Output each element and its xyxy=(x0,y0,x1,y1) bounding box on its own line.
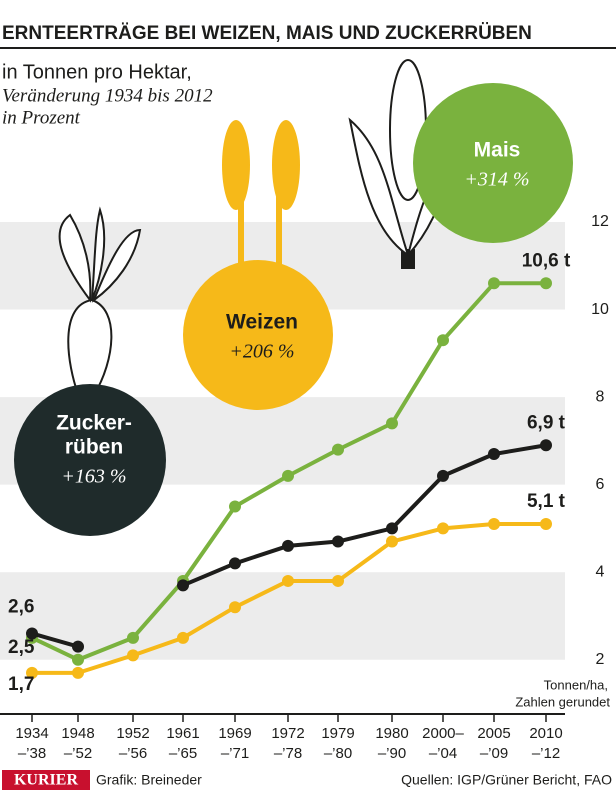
legend-label: Weizen xyxy=(226,311,298,334)
x-tick-label: –’56 xyxy=(119,745,147,762)
data-point xyxy=(437,469,449,482)
legend-label: rüben xyxy=(65,436,123,459)
data-point xyxy=(177,631,189,644)
x-tick-label: 1979 xyxy=(321,725,354,742)
chart-title: ERNTEERTRÄGE BEI WEIZEN, MAIS UND ZUCKER… xyxy=(2,23,532,44)
y-tick-label: 8 xyxy=(596,388,605,405)
series-line xyxy=(31,443,547,649)
x-tick-label: –’38 xyxy=(18,745,46,762)
x-tick-label: 1948 xyxy=(61,725,94,742)
value-label: 6,9 t xyxy=(527,412,566,433)
legend-label: Mais xyxy=(474,139,521,162)
y-tick-label: 12 xyxy=(591,213,609,230)
x-tick-label: –’12 xyxy=(532,745,560,762)
data-point xyxy=(437,334,449,347)
data-point xyxy=(540,518,552,531)
data-point xyxy=(229,500,241,513)
data-point xyxy=(72,666,84,679)
wheat-illustration xyxy=(222,120,300,270)
change-label: +163 % xyxy=(61,466,126,488)
data-point xyxy=(229,601,241,614)
x-tick-label: 1969 xyxy=(218,725,251,742)
data-point xyxy=(332,535,344,548)
value-label: 2,5 xyxy=(8,637,35,658)
change-label: +206 % xyxy=(229,341,294,363)
data-point xyxy=(488,518,500,531)
data-point xyxy=(386,417,398,430)
data-point xyxy=(282,539,294,552)
x-tick-label: 2010 xyxy=(529,725,562,742)
x-tick-label: –’52 xyxy=(64,745,92,762)
x-tick-label: –’80 xyxy=(324,745,352,762)
x-tick-label: –’71 xyxy=(221,745,249,762)
data-point xyxy=(177,579,189,592)
x-tick-label: 1961 xyxy=(166,725,199,742)
series-badge xyxy=(14,384,166,536)
data-point xyxy=(72,640,84,653)
publisher: KURIER xyxy=(14,772,78,789)
x-tick-label: –’09 xyxy=(480,745,508,762)
value-label: 2,6 xyxy=(8,596,34,617)
data-point xyxy=(488,277,500,290)
plot: Mais +314 % Weizen +206 % Zucker-rüben +163 % xyxy=(14,83,573,679)
source: Quellen: IGP/Grüner Bericht, FAO xyxy=(401,772,612,788)
data-point xyxy=(282,469,294,482)
x-tick-label: 1952 xyxy=(116,725,149,742)
value-label: 5,1 t xyxy=(527,491,566,512)
publisher-logo xyxy=(2,770,90,790)
data-point xyxy=(72,653,84,666)
unit-note: Zahlen gerundet xyxy=(515,694,610,709)
value-label: 10,6 t xyxy=(522,250,571,271)
y-tick-label: 10 xyxy=(591,301,609,318)
data-point xyxy=(127,631,139,644)
subtitle-italic: in Prozent xyxy=(2,107,81,128)
credit: Grafik: Breineder xyxy=(96,772,202,788)
data-point xyxy=(386,535,398,548)
change-label: +314 % xyxy=(464,169,529,191)
data-point xyxy=(540,439,552,452)
x-tick-label: 2005 xyxy=(477,725,510,742)
subtitle: in Tonnen pro Hektar, xyxy=(2,61,192,83)
data-point xyxy=(127,649,139,662)
x-tick-label: –’78 xyxy=(274,745,302,762)
value-label: 1,7 xyxy=(8,674,34,695)
data-point xyxy=(26,627,38,640)
series-badge xyxy=(413,83,573,243)
data-point xyxy=(332,574,344,587)
data-point xyxy=(437,522,449,535)
data-point xyxy=(282,574,294,587)
unit-note: Tonnen/ha, xyxy=(544,677,608,692)
data-point xyxy=(540,277,552,290)
grid-band xyxy=(0,572,565,660)
x-tick-label: –’65 xyxy=(169,745,197,762)
data-point xyxy=(488,448,500,460)
data-point xyxy=(26,666,38,679)
x-tick-label: 1934 xyxy=(15,725,48,742)
y-tick-label: 4 xyxy=(596,563,605,580)
x-tick-label: –’90 xyxy=(378,745,406,762)
y-tick-label: 6 xyxy=(596,476,605,493)
x-tick-label: –’04 xyxy=(429,745,457,762)
x-tick-label: 2000– xyxy=(422,725,464,742)
data-point xyxy=(332,443,344,456)
legend-label: Zucker- xyxy=(56,412,132,435)
data-point xyxy=(229,557,241,570)
x-tick-label: 1980 xyxy=(375,725,408,742)
y-tick-label: 2 xyxy=(596,651,605,668)
series-badge xyxy=(183,260,333,410)
data-point xyxy=(386,522,398,535)
x-tick-label: 1972 xyxy=(271,725,304,742)
subtitle-italic: Veränderung 1934 bis 2012 xyxy=(2,85,213,106)
